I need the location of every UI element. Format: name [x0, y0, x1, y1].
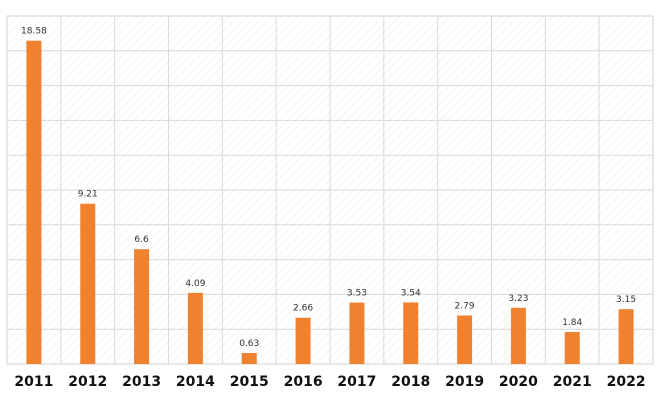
value-label-2015: 0.63	[239, 339, 259, 349]
x-tick-label-2011: 2011	[14, 374, 53, 390]
x-tick-label-2017: 2017	[337, 374, 376, 390]
bar-2021	[564, 331, 580, 364]
value-label-2013: 6.6	[134, 235, 149, 245]
x-tick-label-2014: 2014	[176, 374, 215, 390]
bar-2020	[510, 307, 526, 364]
gridlines	[7, 16, 653, 364]
bar-2022	[618, 309, 634, 364]
x-tick-label-2021: 2021	[553, 374, 592, 390]
bar-2012	[80, 203, 96, 364]
value-label-2022: 3.15	[616, 295, 636, 305]
bar-2015	[241, 353, 257, 364]
bar-2019	[457, 315, 473, 364]
value-label-2014: 4.09	[185, 279, 205, 289]
x-tick-label-2018: 2018	[391, 374, 430, 390]
value-label-2020: 3.23	[508, 294, 528, 304]
x-tick-label-2015: 2015	[230, 374, 269, 390]
value-label-2012: 9.21	[78, 190, 98, 200]
bars	[26, 40, 634, 364]
bar-2011	[26, 40, 42, 364]
x-tick-label-2022: 2022	[607, 374, 646, 390]
value-label-2017: 3.53	[347, 289, 367, 299]
value-labels: 18.58 9.21 6.6 4.09 0.63 2.66 3.53 3.54 2.79 3.23…	[21, 27, 636, 349]
x-tick-label-2019: 2019	[445, 374, 484, 390]
x-tick-label-2016: 2016	[284, 374, 323, 390]
value-label-2019: 2.79	[455, 301, 475, 311]
x-tick-label-2020: 2020	[499, 374, 538, 390]
x-tick-label-2013: 2013	[122, 374, 161, 390]
x-tick-label-2012: 2012	[68, 374, 107, 390]
value-label-2016: 2.66	[293, 304, 313, 314]
bar-2018	[403, 302, 419, 364]
bar-2014	[187, 292, 203, 364]
value-label-2021: 1.84	[562, 318, 582, 328]
bar-2016	[295, 317, 311, 364]
bar-2017	[349, 302, 365, 364]
x-axis-tick-labels: 2011 2012 2013 2014 2015 2016 2017 2018 2019 2020…	[14, 374, 645, 390]
value-label-2011: 18.58	[21, 27, 47, 37]
value-label-2018: 3.54	[401, 288, 421, 298]
bar-2013	[134, 249, 150, 364]
